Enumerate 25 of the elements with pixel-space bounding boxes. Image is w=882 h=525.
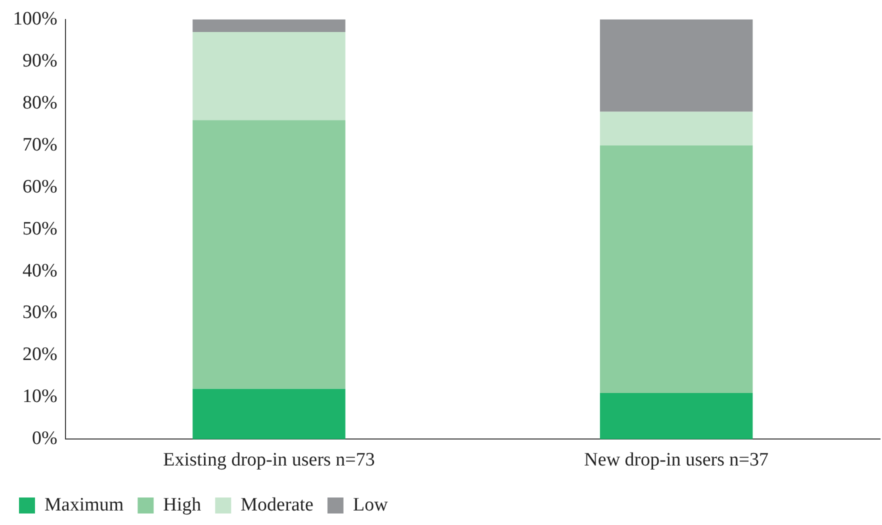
y-tick-label: 100% bbox=[13, 8, 58, 30]
legend-label: Low bbox=[352, 494, 388, 516]
x-tick-label: New drop-in users n=37 bbox=[584, 450, 768, 471]
legend-label: Moderate bbox=[240, 494, 314, 516]
bar bbox=[192, 388, 346, 440]
bar bbox=[600, 112, 753, 146]
y-tick-label: 60% bbox=[22, 176, 58, 198]
bar bbox=[600, 145, 753, 394]
y-tick-label: 90% bbox=[22, 50, 58, 72]
bar bbox=[600, 393, 753, 440]
y-tick-label: 50% bbox=[22, 218, 58, 240]
bar bbox=[600, 19, 753, 112]
bar bbox=[192, 120, 346, 389]
y-tick-label: 30% bbox=[22, 302, 58, 324]
y-tick-label: 20% bbox=[22, 344, 58, 366]
y-tick-label: 10% bbox=[22, 386, 58, 408]
y-tick-label: 80% bbox=[22, 92, 58, 114]
y-tick-label: 40% bbox=[22, 260, 58, 282]
y-tick-label: 0% bbox=[32, 428, 58, 450]
y-tick-label: 70% bbox=[22, 134, 58, 156]
bar bbox=[192, 32, 346, 120]
bar bbox=[192, 19, 346, 32]
legend-label: Maximum bbox=[44, 494, 124, 516]
x-tick-label: Existing drop-in users n=73 bbox=[163, 450, 375, 471]
legend-label: High bbox=[163, 494, 202, 516]
